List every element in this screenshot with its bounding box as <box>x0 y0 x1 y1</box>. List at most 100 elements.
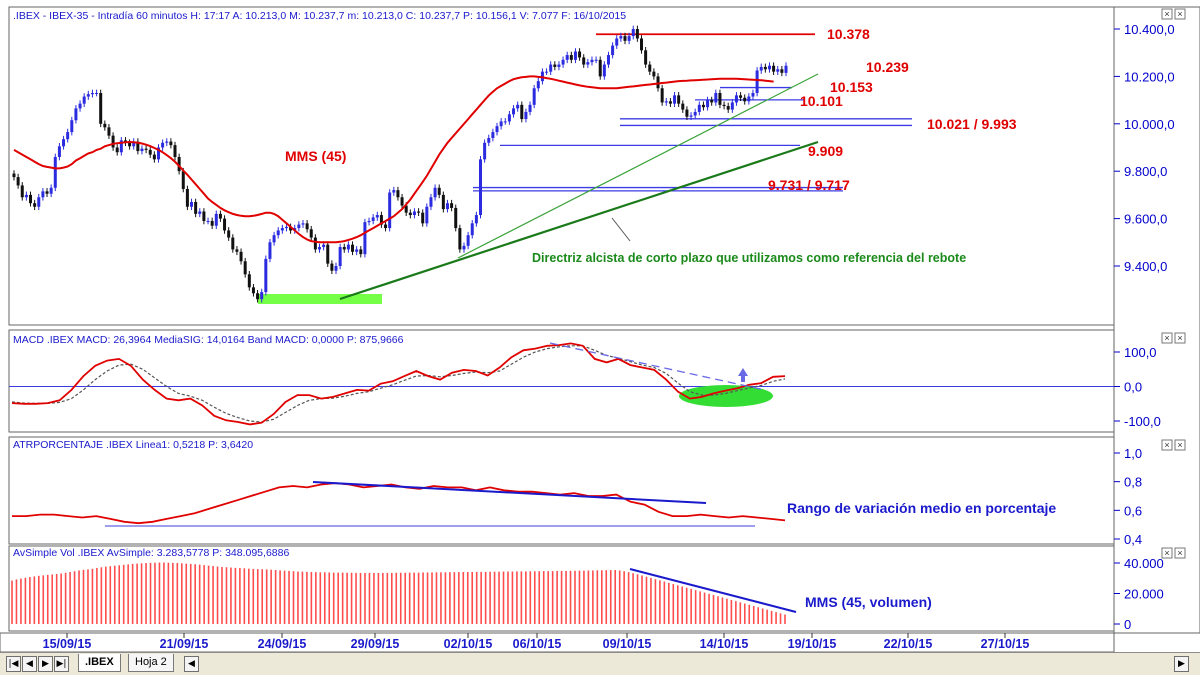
sheet-tab-hoja2[interactable]: Hoja 2 <box>128 654 174 672</box>
candle-body <box>45 191 49 194</box>
candle-body <box>549 64 553 72</box>
candle-body <box>346 244 350 250</box>
candle-body <box>235 249 239 252</box>
tab-scroll-right-button[interactable]: ▶ <box>1174 656 1189 672</box>
candle-body <box>763 66 767 70</box>
next-sheet-button[interactable]: ▶ <box>38 656 53 672</box>
candle-body <box>49 187 53 194</box>
price-panel-header: .IBEX - IBEX-35 - Intradía 60 minutos H:… <box>13 10 626 22</box>
candle-body <box>404 205 408 213</box>
atr-close-button[interactable]: × × <box>1161 439 1186 451</box>
vol-close-button[interactable]: × × <box>1161 547 1186 559</box>
candle-body <box>136 141 140 152</box>
candle-body <box>70 120 74 133</box>
candle-body <box>606 55 610 65</box>
price-close-button[interactable]: × × <box>1161 8 1186 20</box>
candle-body <box>569 55 573 60</box>
candle-body <box>144 148 148 150</box>
candle-body <box>685 109 689 117</box>
candle-body <box>400 197 404 206</box>
level-label-9731: 9.731 / 9.717 <box>768 177 850 193</box>
candle-body <box>396 190 400 198</box>
svg-text:×: × <box>1164 548 1169 558</box>
candle-body <box>433 187 437 198</box>
last-sheet-button[interactable]: ▶| <box>54 656 69 672</box>
price-layer <box>12 25 912 304</box>
candle-body <box>355 249 359 252</box>
candle-body <box>681 103 685 110</box>
atr-panel-frame <box>8 436 1115 545</box>
candle-body <box>305 223 309 230</box>
candle-body <box>317 247 321 250</box>
candle-body <box>181 171 185 189</box>
y-axis-frame <box>1113 6 1200 634</box>
atr-panel-header: ATRPORCENTAJE .IBEX Linea1: 0,5218 P: 3,… <box>13 439 253 451</box>
candle-body <box>95 92 99 94</box>
candle-body <box>445 203 449 210</box>
candle-body <box>227 230 231 238</box>
candle-body <box>776 69 780 72</box>
candle-body <box>86 94 90 97</box>
candle-body <box>652 71 656 77</box>
candle-body <box>251 287 255 294</box>
sheet-tab-ibex[interactable]: .IBEX <box>78 654 121 672</box>
atr-tick-label: 0,4 <box>1124 532 1142 547</box>
candle-body <box>751 92 755 97</box>
candle-body <box>706 100 710 108</box>
candle-body <box>697 104 701 112</box>
candle-body <box>194 202 198 214</box>
candle-body <box>507 114 511 122</box>
candle-body <box>499 121 503 127</box>
svg-text:×: × <box>1164 440 1169 450</box>
candle-body <box>644 50 648 65</box>
candle-body <box>177 156 181 172</box>
candle-body <box>12 173 16 178</box>
candle-body <box>545 71 549 73</box>
candle-body <box>429 197 433 207</box>
candle-body <box>231 237 235 250</box>
macd-close-button[interactable]: × × <box>1161 332 1186 344</box>
candle-body <box>359 249 363 255</box>
candle-body <box>218 213 222 219</box>
atr-tick-label: 0,6 <box>1124 503 1142 518</box>
candle-body <box>412 211 416 216</box>
candle-body <box>156 147 160 160</box>
vol-note: MMS (45, volumen) <box>805 594 932 610</box>
candle-body <box>627 36 631 41</box>
macd-tick-label: -100,0 <box>1124 414 1161 429</box>
candle-body <box>24 194 28 198</box>
tab-scroll-left-button[interactable]: ◀ <box>184 656 199 672</box>
candle-body <box>103 123 107 128</box>
candle-body <box>677 95 681 104</box>
candle-body <box>730 102 734 110</box>
mms-label: MMS (45) <box>285 148 346 164</box>
candle-body <box>631 29 635 37</box>
candle-body <box>582 57 586 65</box>
candle-body <box>668 101 672 104</box>
x-tick-label: 21/09/15 <box>160 637 209 651</box>
candle-body <box>165 141 169 143</box>
candle-body <box>701 104 705 108</box>
first-sheet-button[interactable]: |◀ <box>6 656 21 672</box>
candle-body <box>673 95 677 104</box>
candle-body <box>20 185 24 198</box>
candle-body <box>441 194 445 210</box>
candle-body <box>384 224 388 229</box>
atr-trend-line <box>312 481 707 504</box>
prev-sheet-button[interactable]: ◀ <box>22 656 37 672</box>
candle-body <box>718 92 722 105</box>
level-label-10378: 10.378 <box>827 26 870 42</box>
x-tick-label: 02/10/15 <box>444 637 493 651</box>
candle-body <box>759 66 763 71</box>
candle-body <box>611 45 615 56</box>
candle-body <box>408 212 412 216</box>
candle-body <box>734 95 738 103</box>
candle-body <box>524 111 528 120</box>
candle-body <box>363 222 367 255</box>
candle-body <box>772 65 776 72</box>
candle-body <box>190 202 194 207</box>
macd-divergence-line <box>549 342 766 391</box>
candle-body <box>375 215 379 218</box>
candle-body <box>565 55 569 60</box>
x-tick-label: 19/10/15 <box>788 637 837 651</box>
